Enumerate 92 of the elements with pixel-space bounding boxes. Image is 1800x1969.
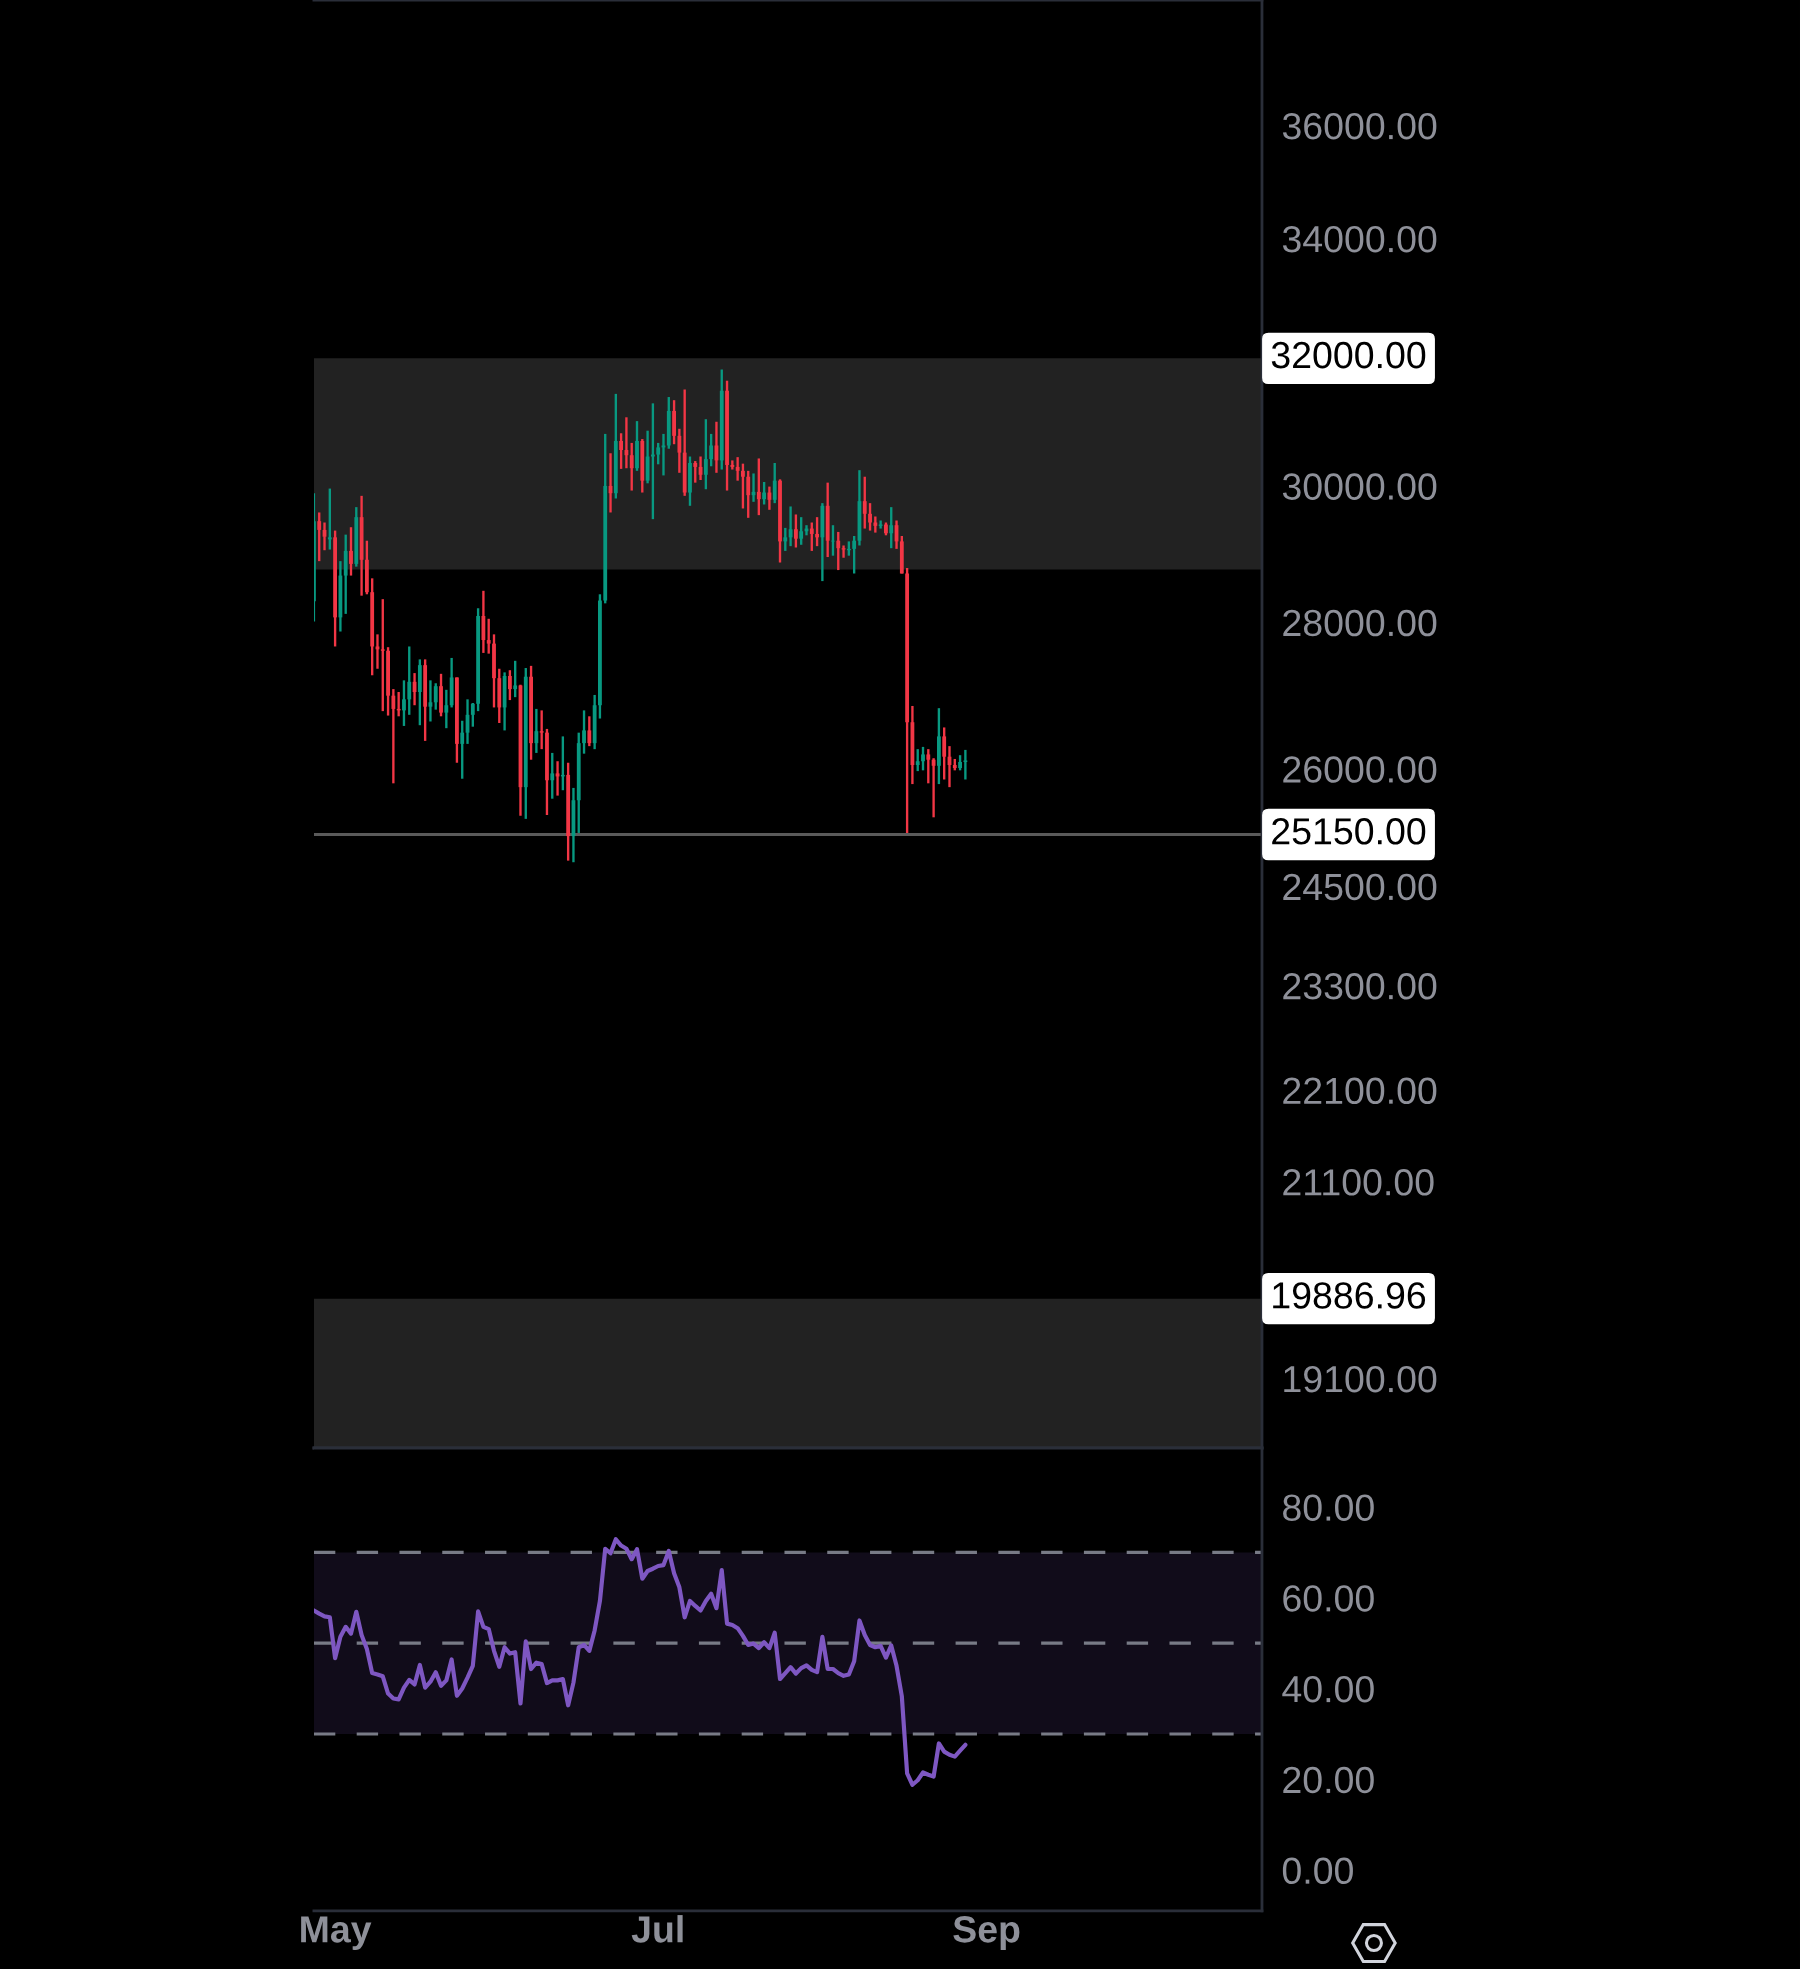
y-tick-label: 60.00 — [1283, 1585, 1374, 1612]
candlestick — [677, 427, 682, 474]
candlestick — [402, 679, 406, 728]
candlestick — [386, 646, 390, 717]
candlestick — [852, 534, 857, 575]
candlestick — [534, 707, 539, 755]
candlestick — [619, 432, 624, 471]
candlestick — [735, 455, 740, 482]
candlestick — [873, 515, 878, 534]
candlestick — [915, 747, 920, 773]
candlestick — [799, 515, 804, 546]
candlestick — [470, 701, 475, 728]
candlestick — [539, 709, 544, 751]
band-label: 32000.00 — [1271, 341, 1426, 369]
ref-line-label: 25150.00 — [1272, 818, 1426, 845]
candlestick — [942, 726, 947, 781]
candlestick — [756, 457, 761, 517]
y-tick-label: 24500.00 — [1283, 873, 1437, 901]
y-tick-label: 28000.00 — [1283, 609, 1437, 637]
candlestick — [841, 544, 846, 559]
y-tick-label: 22100.00 — [1283, 1077, 1437, 1105]
candlestick — [793, 513, 798, 549]
candlestick — [635, 419, 639, 473]
candlestick — [439, 672, 443, 718]
candlestick — [407, 645, 412, 716]
candlestick — [444, 688, 449, 730]
y-tick-label: 34000.00 — [1282, 225, 1437, 253]
candlestick — [545, 727, 549, 817]
candlestick — [762, 480, 767, 506]
candlestick — [317, 511, 322, 563]
candlestick — [688, 455, 692, 507]
candlestick — [862, 475, 867, 530]
candlestick — [836, 530, 841, 572]
candlestick — [703, 418, 708, 491]
y-tick-label: 20.00 — [1283, 1766, 1374, 1794]
candlestick — [507, 669, 512, 702]
candlestick — [741, 462, 745, 510]
candlestick — [513, 659, 518, 699]
candlestick — [550, 751, 555, 800]
y-tick-label: 26000.00 — [1283, 756, 1437, 783]
candlestick — [672, 399, 676, 446]
candlestick — [650, 402, 655, 521]
candlestick — [529, 664, 533, 761]
x-tick-label: Jul — [631, 1915, 683, 1943]
candlestick — [778, 478, 782, 564]
candlestick — [963, 748, 968, 781]
candlestick — [486, 617, 491, 655]
candlestick — [730, 459, 735, 471]
candlestick — [349, 526, 353, 577]
candlestick — [455, 676, 459, 764]
candlestick — [931, 757, 936, 819]
y-tick-label: 80.00 — [1283, 1494, 1374, 1521]
candlestick — [772, 461, 777, 505]
y-tick-label: 19100.00 — [1284, 1365, 1437, 1393]
candlestick — [788, 505, 793, 548]
candlestick — [582, 709, 586, 755]
candlestick — [926, 747, 931, 785]
candlestick — [921, 745, 925, 772]
y-tick-label: 40.00 — [1282, 1675, 1374, 1703]
y-tick-label: 23300.00 — [1283, 972, 1437, 1000]
candlestick — [333, 529, 338, 648]
candlestick — [629, 441, 634, 492]
candlestick — [693, 459, 698, 484]
candlestick — [936, 706, 941, 786]
candlestick — [391, 687, 396, 785]
candlestick — [815, 515, 819, 548]
candlestick — [889, 505, 894, 550]
x-tick-label: Sep — [953, 1916, 1020, 1951]
candlestick — [958, 754, 962, 772]
y-tick-label: 0.00 — [1282, 1857, 1353, 1885]
candlestick — [364, 539, 369, 596]
candlestick — [656, 441, 661, 466]
candlestick — [380, 597, 385, 713]
candlestick — [460, 719, 465, 780]
y-tick-label: 30000.00 — [1282, 473, 1437, 500]
candlestick — [868, 501, 872, 532]
candlestick — [725, 379, 729, 492]
candlestick — [492, 633, 496, 709]
line-series — [313, 1537, 968, 1787]
candlestick — [587, 715, 592, 748]
candlestick — [433, 682, 438, 711]
candlestick — [327, 487, 332, 551]
candlestick — [809, 521, 814, 553]
y-tick-label: 21100.00 — [1283, 1169, 1434, 1196]
candlestick — [313, 492, 316, 623]
band-label: 19886.96 — [1273, 1282, 1426, 1309]
candlestick — [746, 469, 751, 519]
x-tick-label: May — [301, 1916, 372, 1951]
y-tick-label: 36000.00 — [1282, 112, 1437, 140]
candlestick — [783, 526, 788, 553]
candlestick — [709, 432, 714, 468]
candlestick — [884, 521, 888, 537]
